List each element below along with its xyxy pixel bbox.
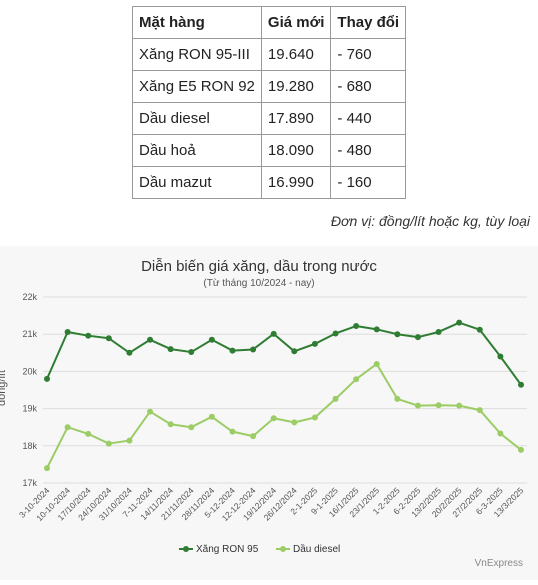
data-point-ron95 — [250, 346, 257, 353]
data-point-ron95 — [167, 346, 174, 353]
chart-subtitle: (Từ tháng 10/2024 - nay) — [203, 278, 314, 289]
data-point-diesel — [291, 419, 298, 426]
data-point-diesel — [518, 446, 524, 453]
data-point-diesel — [188, 424, 195, 431]
data-point-diesel — [373, 360, 380, 367]
data-point-ron95 — [188, 349, 195, 356]
column-header-price: Giá mới — [260, 6, 332, 39]
data-point-ron95 — [126, 349, 133, 356]
data-point-ron95 — [435, 328, 442, 335]
data-point-diesel — [147, 408, 154, 415]
item-cell: Xăng E5 RON 92 — [132, 70, 262, 103]
table-row: Dầu mazut 16.990 - 160 — [132, 166, 407, 199]
data-point-diesel — [332, 395, 339, 402]
data-point-diesel — [311, 414, 318, 421]
item-cell: Dầu mazut — [132, 166, 262, 199]
table-row: Xăng RON 95-III 19.640 - 760 — [132, 38, 407, 71]
table-row: Xăng E5 RON 92 19.280 - 680 — [132, 70, 407, 103]
y-tick-label: 18k — [22, 441, 37, 451]
data-point-ron95 — [311, 340, 318, 347]
y-tick-label: 20k — [22, 366, 37, 376]
price-table: Mặt hàng Giá mới Thay đổi Xăng RON 95-II… — [132, 6, 407, 199]
column-header-change: Thay đổi — [330, 6, 407, 39]
table-header-row: Mặt hàng Giá mới Thay đổi — [132, 6, 407, 39]
data-point-ron95 — [64, 328, 71, 335]
data-point-ron95 — [291, 348, 298, 355]
line-chart: Diễn biến giá xăng, dầu trong nước (Từ t… — [0, 258, 527, 569]
column-header-item: Mặt hàng — [132, 6, 262, 39]
data-point-ron95 — [147, 336, 154, 343]
data-point-ron95 — [414, 334, 421, 341]
legend-label-ron95: Xăng RON 95 — [196, 544, 259, 555]
data-point-diesel — [497, 430, 504, 437]
data-point-diesel — [476, 407, 483, 414]
item-cell: Xăng RON 95-III — [132, 38, 262, 71]
series-line-diesel — [46, 362, 522, 469]
data-point-diesel — [105, 440, 112, 447]
change-cell: - 760 — [330, 38, 407, 71]
y-tick-label: 17k — [22, 478, 37, 488]
data-point-diesel — [85, 430, 92, 437]
legend: Xăng RON 95 Dầu diesel — [179, 543, 340, 555]
data-point-diesel — [250, 433, 257, 440]
legend-marker-diesel — [280, 546, 286, 552]
table-row: Dầu hoả 18.090 - 480 — [132, 134, 407, 167]
data-point-diesel — [394, 395, 401, 402]
data-point-ron95 — [105, 335, 112, 342]
item-cell: Dầu hoả — [132, 134, 262, 167]
data-point-ron95 — [208, 336, 215, 343]
data-point-ron95 — [332, 330, 339, 337]
data-point-ron95 — [394, 331, 401, 338]
grid-layer — [43, 296, 527, 484]
price-cell: 19.280 — [260, 70, 332, 103]
data-point-ron95 — [270, 330, 277, 337]
price-cell: 18.090 — [260, 134, 332, 167]
change-cell: - 440 — [330, 102, 407, 135]
data-point-ron95 — [373, 326, 380, 333]
data-point-diesel — [44, 465, 50, 472]
series-layer — [44, 319, 524, 472]
chart-title: Diễn biến giá xăng, dầu trong nước — [141, 258, 377, 275]
data-point-ron95 — [85, 332, 92, 339]
table-row: Dầu diesel 17.890 - 440 — [132, 102, 407, 135]
item-cell: Dầu diesel — [132, 102, 262, 135]
y-tick-label: 21k — [22, 329, 37, 339]
chart-container: Diễn biến giá xăng, dầu trong nước (Từ t… — [0, 246, 538, 580]
data-point-ron95 — [518, 381, 524, 388]
data-point-diesel — [229, 428, 236, 435]
data-point-diesel — [353, 376, 360, 383]
y-axis-label: đồng/lít — [0, 370, 8, 406]
data-point-diesel — [208, 413, 215, 420]
data-point-ron95 — [456, 319, 463, 326]
change-cell: - 160 — [330, 166, 407, 199]
data-point-diesel — [456, 402, 463, 409]
data-point-diesel — [270, 415, 277, 422]
y-tick-label: 19k — [22, 404, 37, 414]
legend-marker-ron95 — [183, 546, 189, 552]
x-tick-layer: 3-10-202410-10-202417/10/202424/10/20243… — [17, 485, 526, 523]
data-point-diesel — [414, 402, 421, 409]
data-point-diesel — [167, 421, 174, 428]
data-point-diesel — [435, 402, 442, 409]
unit-note: Đơn vị: đồng/lít hoặc kg, tùy loại — [330, 213, 530, 229]
change-cell: - 680 — [330, 70, 407, 103]
watermark: VnExpress — [475, 558, 523, 569]
data-point-diesel — [126, 437, 133, 444]
data-point-ron95 — [476, 326, 483, 333]
price-cell: 19.640 — [260, 38, 332, 71]
y-tick-layer: 17k 18k 19k 20k 21k 22k — [22, 292, 37, 488]
data-point-ron95 — [497, 353, 504, 360]
change-cell: - 480 — [330, 134, 407, 167]
data-point-ron95 — [229, 347, 236, 354]
legend-label-diesel: Dầu diesel — [293, 543, 340, 555]
series-line-ron95 — [46, 321, 522, 386]
data-point-ron95 — [44, 375, 50, 382]
price-cell: 17.890 — [260, 102, 332, 135]
price-cell: 16.990 — [260, 166, 332, 199]
data-point-diesel — [64, 424, 71, 431]
data-point-ron95 — [353, 323, 360, 330]
y-tick-label: 22k — [22, 292, 37, 302]
